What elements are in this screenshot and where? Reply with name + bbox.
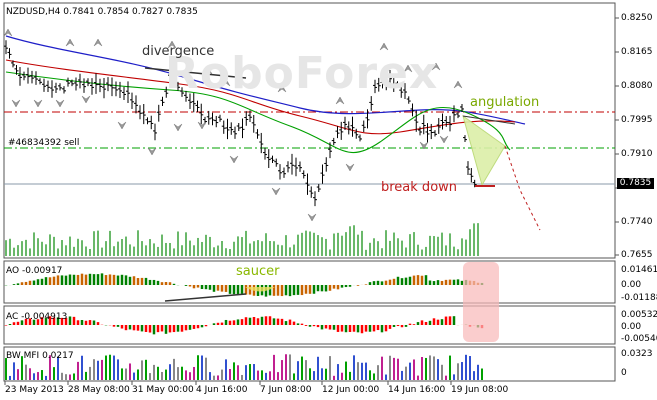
ac-scale-label: -0.00540 — [621, 334, 657, 344]
time-label: 23 May 2013 — [5, 385, 64, 395]
fractal-down-icon — [229, 155, 239, 164]
ao-scale-label: -0.01188 — [621, 293, 657, 303]
fractal-up-icon — [93, 38, 103, 47]
main-panel-frame — [3, 2, 616, 259]
price-label: 0.8250 — [621, 13, 653, 23]
price-label: 0.7910 — [621, 149, 653, 159]
time-label: 28 May 08:00 — [68, 385, 130, 395]
symbol-info: NZDUSD,H4 0.7841 0.7854 0.7827 0.7835 — [6, 7, 198, 17]
fractal-down-icon — [117, 121, 127, 130]
ao-scale-label: 0.01461 — [621, 265, 657, 275]
price-label: 0.8165 — [621, 47, 653, 57]
angulation-line — [462, 115, 516, 125]
order-label[interactable]: #46834392 sell — [8, 138, 80, 148]
fractal-up-icon — [431, 62, 441, 71]
time-label: 7 Jun 08:00 — [260, 385, 312, 395]
mfi-title: BW MFI 0.0217 — [6, 351, 74, 361]
fractal-down-icon — [439, 135, 449, 144]
fractal-down-icon — [147, 147, 157, 156]
ma-green-line — [5, 71, 511, 153]
fractal-down-icon — [419, 141, 429, 150]
fractal-up-icon — [221, 78, 231, 87]
roboforex-watermark: RoboForex — [165, 48, 439, 99]
ac-title: AC -0.004913 — [6, 312, 68, 322]
ao-title: AO -0.00917 — [6, 266, 63, 276]
angulation-annotation: angulation — [470, 95, 540, 110]
fractal-down-icon — [173, 123, 183, 132]
fractal-up-icon — [335, 96, 345, 105]
ao-divergence-line — [164, 293, 247, 302]
fractal-down-icon — [81, 95, 91, 104]
ma-blue-line — [5, 35, 526, 125]
fractal-up-icon — [167, 40, 177, 49]
fractal-up-icon — [453, 80, 463, 89]
ac-scale-label: 0.00 — [621, 322, 642, 332]
fractal-down-icon — [307, 213, 317, 222]
projection-dashed-line — [504, 145, 541, 231]
saucer-shape — [245, 287, 275, 292]
divergence-line — [144, 67, 247, 79]
fractal-down-icon — [197, 121, 207, 130]
time-label: 12 Jun 00:00 — [322, 385, 380, 395]
angulation-triangle — [462, 114, 506, 187]
ac-scale-label: 0.005327 — [621, 310, 657, 320]
ac-panel-frame — [3, 305, 616, 345]
signal-highlight — [463, 262, 499, 342]
fractal-up-icon — [379, 42, 389, 51]
mfi-panel-frame — [3, 346, 616, 382]
divergence-annotation: divergence — [142, 44, 215, 59]
saucer-annotation: saucer — [236, 264, 280, 279]
time-label: 14 Jun 16:00 — [388, 385, 446, 395]
mfi-scale-label: 0.0323 — [621, 349, 653, 359]
fractal-down-icon — [33, 99, 43, 108]
time-label: 19 Jun 08:00 — [451, 385, 509, 395]
ao-panel-frame — [3, 260, 616, 304]
fractal-down-icon — [55, 99, 65, 108]
fractal-down-icon — [11, 99, 21, 108]
current-price-badge: 0.7835 — [617, 178, 654, 189]
fractal-down-icon — [345, 163, 355, 172]
fractal-up-icon — [3, 28, 13, 37]
time-label: 4 Jun 16:00 — [196, 385, 248, 395]
price-label: 0.8080 — [621, 81, 653, 91]
price-label: 0.7995 — [621, 115, 653, 125]
fractal-up-icon — [277, 84, 287, 93]
fractal-up-icon — [65, 38, 75, 47]
break-down-annotation: break down — [381, 180, 458, 195]
price-label: 0.7740 — [621, 217, 653, 227]
mfi-scale-label: 0 — [621, 368, 627, 378]
fractal-down-icon — [271, 187, 281, 196]
time-label: 31 May 00:00 — [132, 385, 194, 395]
price-label: 0.7655 — [621, 250, 653, 260]
ao-scale-label: 0.00 — [621, 280, 642, 290]
fractal-up-icon — [403, 64, 413, 73]
